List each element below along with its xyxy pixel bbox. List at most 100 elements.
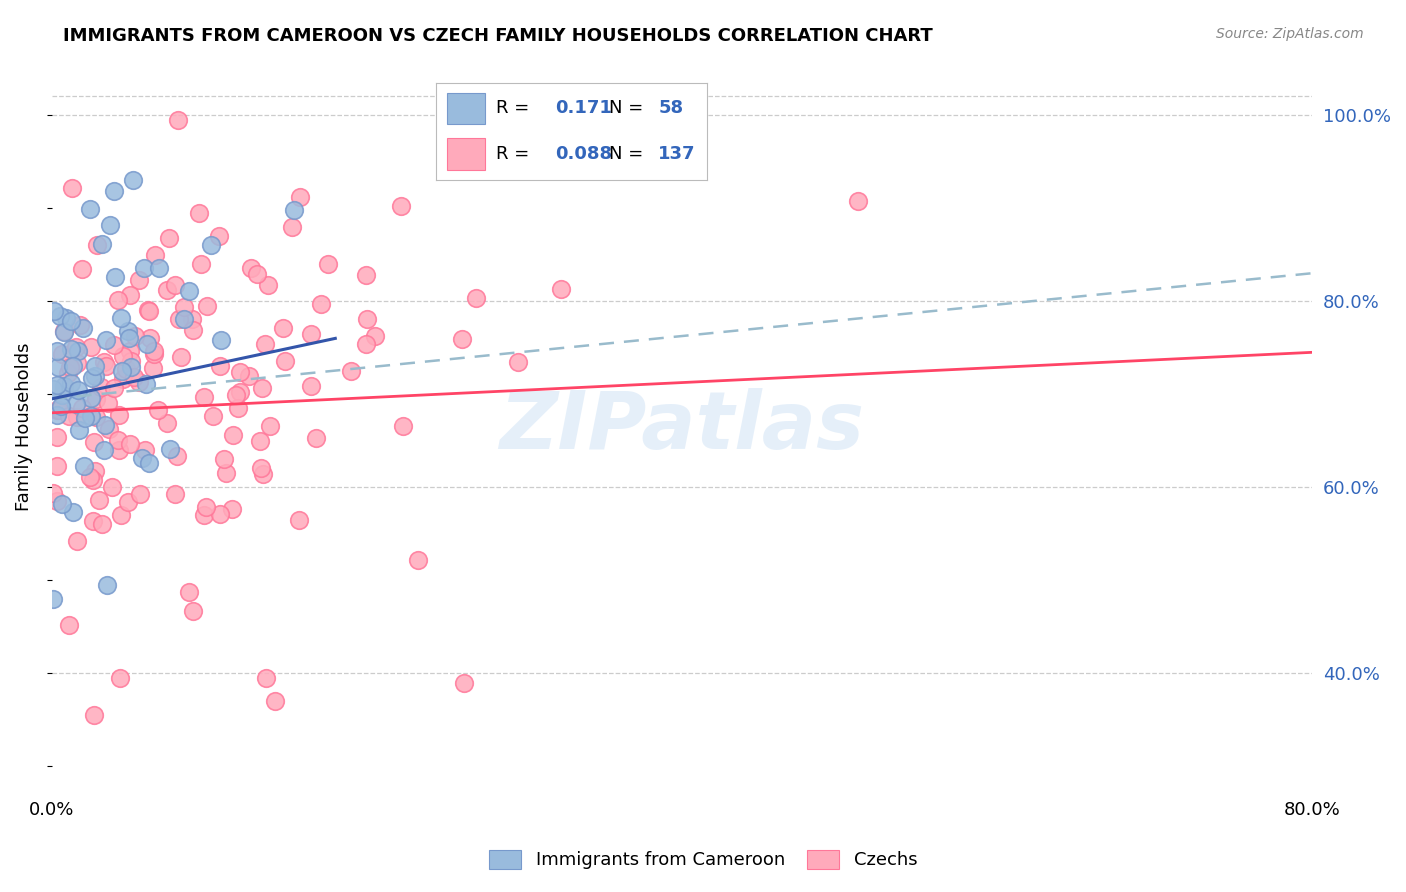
Point xyxy=(226,401,249,416)
Point xyxy=(83,435,105,450)
Point xyxy=(98,421,121,435)
Point xyxy=(389,199,412,213)
Point xyxy=(45,494,67,508)
Point xyxy=(107,293,129,307)
Point xyxy=(94,333,117,347)
Point xyxy=(128,273,150,287)
Point xyxy=(450,332,472,346)
Point xyxy=(82,473,104,487)
Point xyxy=(120,436,142,450)
Point xyxy=(225,387,247,401)
Point xyxy=(200,238,222,252)
Point xyxy=(453,675,475,690)
Point xyxy=(128,487,150,501)
Point xyxy=(108,443,131,458)
Point xyxy=(67,383,90,397)
Point xyxy=(115,362,138,376)
Point xyxy=(59,360,82,375)
Point xyxy=(222,428,245,442)
Point xyxy=(165,487,187,501)
Point xyxy=(212,452,235,467)
Point xyxy=(274,354,297,368)
Point xyxy=(46,459,69,474)
Point xyxy=(550,282,572,296)
Point xyxy=(45,408,67,422)
Point xyxy=(215,467,238,481)
Point xyxy=(82,371,104,385)
Point xyxy=(84,409,107,424)
Y-axis label: Family Households: Family Households xyxy=(15,343,32,511)
Point xyxy=(138,303,160,318)
Point xyxy=(60,314,83,328)
Point xyxy=(506,355,529,369)
Point xyxy=(190,257,212,271)
Point xyxy=(134,443,156,458)
Point xyxy=(264,694,287,708)
Point xyxy=(250,461,273,475)
Point xyxy=(181,323,204,337)
Point xyxy=(83,369,105,384)
Point xyxy=(79,340,101,354)
Point xyxy=(65,340,87,354)
Point xyxy=(86,238,108,252)
Point xyxy=(354,337,377,351)
Point xyxy=(173,312,195,326)
Point xyxy=(94,417,117,432)
Point xyxy=(305,431,328,445)
Point xyxy=(66,356,89,370)
Point xyxy=(339,364,361,378)
Point xyxy=(48,403,70,417)
Point xyxy=(202,409,225,424)
Point xyxy=(207,229,229,244)
Point xyxy=(309,296,332,310)
Point xyxy=(49,309,72,323)
Point xyxy=(58,618,80,632)
Point xyxy=(316,257,339,271)
Point xyxy=(139,331,162,345)
Point xyxy=(60,181,83,195)
Point xyxy=(179,284,201,298)
Point xyxy=(159,442,181,456)
Point xyxy=(246,267,269,281)
Point xyxy=(84,359,107,373)
Point xyxy=(135,376,157,391)
Point xyxy=(42,591,65,606)
Point xyxy=(170,350,193,364)
Point xyxy=(111,364,134,378)
Point xyxy=(157,231,180,245)
Point xyxy=(53,381,76,395)
Point xyxy=(122,370,145,384)
Point xyxy=(72,320,94,334)
Point xyxy=(259,419,281,434)
Point xyxy=(208,359,231,374)
Point xyxy=(90,380,112,394)
Point xyxy=(93,355,115,369)
Point xyxy=(66,534,89,549)
Point xyxy=(299,326,322,341)
Point xyxy=(391,418,413,433)
Point xyxy=(131,450,153,465)
Point xyxy=(65,396,87,410)
Point xyxy=(229,365,252,379)
Point xyxy=(209,507,232,521)
Point xyxy=(120,359,142,374)
Point xyxy=(165,278,187,293)
Point xyxy=(128,375,150,389)
Text: IMMIGRANTS FROM CAMEROON VS CZECH FAMILY HOUSEHOLDS CORRELATION CHART: IMMIGRANTS FROM CAMEROON VS CZECH FAMILY… xyxy=(63,27,934,45)
Point xyxy=(82,514,104,528)
Point xyxy=(120,353,142,368)
Point xyxy=(252,467,274,482)
Point xyxy=(48,360,70,375)
Point xyxy=(111,349,134,363)
Point xyxy=(156,283,179,297)
Text: ZIPatlas: ZIPatlas xyxy=(499,388,865,466)
Point xyxy=(58,409,80,423)
Point xyxy=(83,708,105,723)
Point xyxy=(280,219,302,234)
Point xyxy=(195,299,218,313)
Point xyxy=(60,342,83,356)
Point xyxy=(56,367,79,381)
Point xyxy=(120,344,142,359)
Point xyxy=(73,458,96,473)
Point xyxy=(193,508,215,523)
